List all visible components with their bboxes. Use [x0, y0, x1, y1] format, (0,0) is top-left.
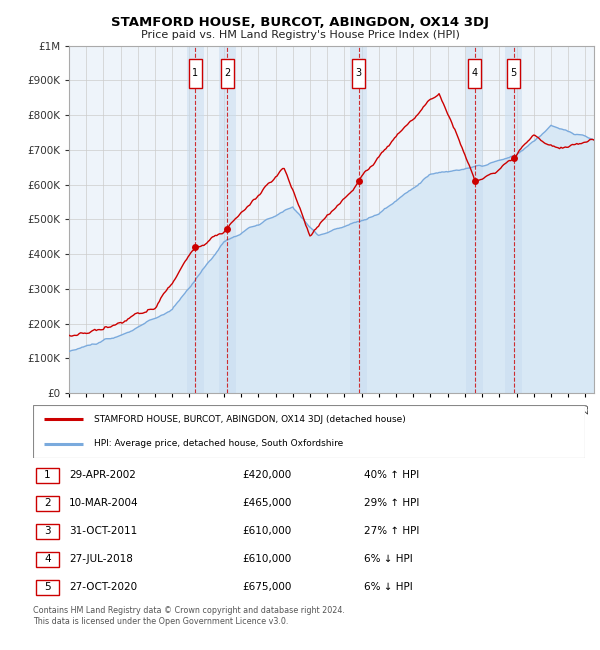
Text: 2: 2: [224, 68, 230, 78]
Bar: [187, 46, 204, 393]
Text: 6% ↓ HPI: 6% ↓ HPI: [364, 582, 413, 592]
FancyBboxPatch shape: [36, 468, 59, 483]
Text: 29-APR-2002: 29-APR-2002: [69, 471, 136, 480]
Text: STAMFORD HOUSE, BURCOT, ABINGDON, OX14 3DJ (detached house): STAMFORD HOUSE, BURCOT, ABINGDON, OX14 3…: [94, 415, 406, 424]
Text: 29% ↑ HPI: 29% ↑ HPI: [364, 499, 419, 508]
Text: 4: 4: [44, 554, 50, 564]
Text: 27-OCT-2020: 27-OCT-2020: [69, 582, 137, 592]
FancyBboxPatch shape: [221, 58, 234, 88]
Text: 27% ↑ HPI: 27% ↑ HPI: [364, 526, 419, 536]
Bar: [350, 46, 367, 393]
Text: £675,000: £675,000: [243, 582, 292, 592]
Text: £465,000: £465,000: [243, 499, 292, 508]
Bar: [466, 46, 484, 393]
FancyBboxPatch shape: [36, 580, 59, 595]
FancyBboxPatch shape: [352, 58, 365, 88]
Text: STAMFORD HOUSE, BURCOT, ABINGDON, OX14 3DJ: STAMFORD HOUSE, BURCOT, ABINGDON, OX14 3…: [111, 16, 489, 29]
Bar: [218, 46, 236, 393]
Bar: [505, 46, 522, 393]
Text: 1: 1: [44, 471, 50, 480]
Text: 4: 4: [472, 68, 478, 78]
Text: 1: 1: [192, 68, 198, 78]
Text: 6% ↓ HPI: 6% ↓ HPI: [364, 554, 413, 564]
Text: 31-OCT-2011: 31-OCT-2011: [69, 526, 137, 536]
Text: £610,000: £610,000: [243, 554, 292, 564]
Text: 2: 2: [44, 499, 50, 508]
Text: 5: 5: [44, 582, 50, 592]
FancyBboxPatch shape: [33, 405, 585, 458]
FancyBboxPatch shape: [507, 58, 520, 88]
Text: 5: 5: [511, 68, 517, 78]
FancyBboxPatch shape: [36, 496, 59, 511]
FancyBboxPatch shape: [468, 58, 481, 88]
Text: HPI: Average price, detached house, South Oxfordshire: HPI: Average price, detached house, Sout…: [94, 439, 343, 448]
FancyBboxPatch shape: [36, 552, 59, 567]
Text: This data is licensed under the Open Government Licence v3.0.: This data is licensed under the Open Gov…: [33, 618, 289, 627]
Text: £420,000: £420,000: [243, 471, 292, 480]
Text: 10-MAR-2004: 10-MAR-2004: [69, 499, 139, 508]
Text: 3: 3: [44, 526, 50, 536]
FancyBboxPatch shape: [36, 524, 59, 539]
Text: 40% ↑ HPI: 40% ↑ HPI: [364, 471, 419, 480]
Text: Contains HM Land Registry data © Crown copyright and database right 2024.: Contains HM Land Registry data © Crown c…: [33, 606, 345, 615]
Text: £610,000: £610,000: [243, 526, 292, 536]
Text: 3: 3: [356, 68, 362, 78]
Text: Price paid vs. HM Land Registry's House Price Index (HPI): Price paid vs. HM Land Registry's House …: [140, 30, 460, 40]
Text: 27-JUL-2018: 27-JUL-2018: [69, 554, 133, 564]
FancyBboxPatch shape: [188, 58, 202, 88]
